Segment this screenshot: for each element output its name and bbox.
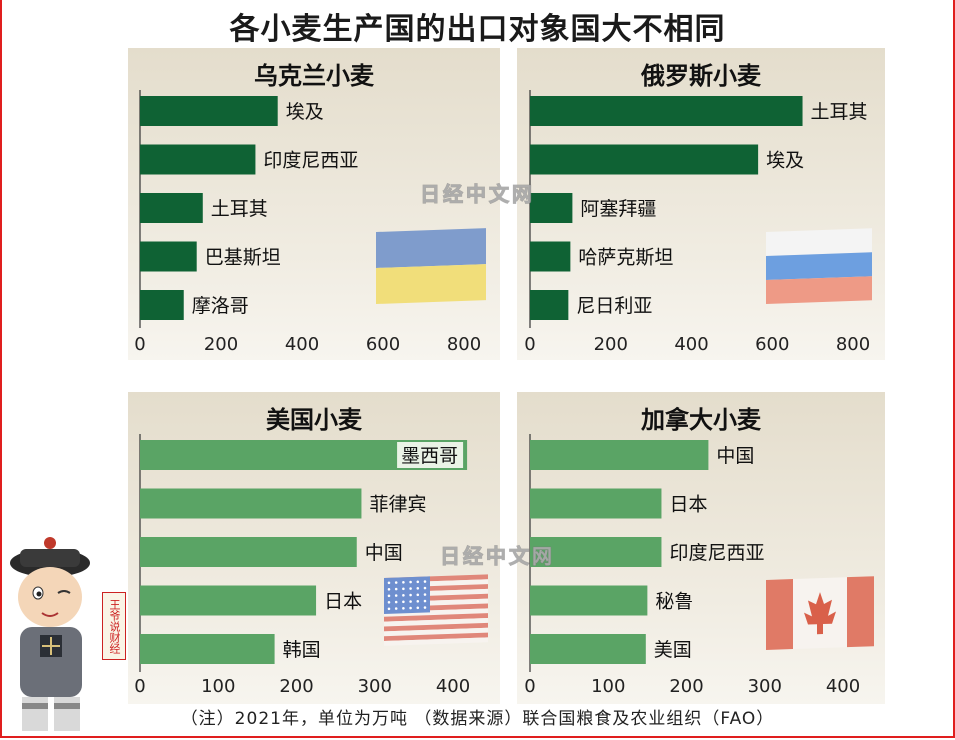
channel-tag: 王爷说财经 [102, 592, 126, 660]
bar-label: 阿塞拜疆 [580, 198, 656, 220]
bar-label: 日本 [669, 494, 707, 516]
x-tick-label: 100 [201, 676, 235, 697]
chart-title: 美国小麦 [266, 406, 362, 434]
x-tick-label: 800 [447, 334, 481, 355]
x-tick-label: 0 [524, 334, 535, 355]
usa-flag [384, 574, 488, 646]
x-tick-label: 200 [669, 676, 703, 697]
x-tick-label: 0 [134, 676, 145, 697]
bar-label: 哈萨克斯坦 [578, 247, 673, 269]
ukraine-flag [376, 228, 486, 304]
russia-flag [766, 228, 872, 304]
bar-label: 墨西哥 [401, 445, 458, 467]
bar-label: 摩洛哥 [192, 295, 249, 317]
canada-flag [766, 576, 874, 650]
bar [530, 440, 709, 470]
bar [530, 96, 803, 126]
bar [530, 290, 569, 320]
x-tick-label: 400 [674, 334, 708, 355]
x-tick-label: 400 [285, 334, 319, 355]
chart-title: 加拿大小麦 [641, 406, 761, 434]
bar-label: 尼日利亚 [576, 295, 652, 317]
bar [140, 193, 203, 223]
x-tick-label: 200 [594, 334, 628, 355]
x-tick-label: 600 [755, 334, 789, 355]
main-title: 各小麦生产国的出口对象国大不相同 [229, 12, 726, 47]
bar-label: 土耳其 [211, 198, 268, 220]
bar-label: 土耳其 [811, 101, 868, 123]
bar-label: 韩国 [283, 639, 321, 661]
bar [530, 241, 571, 272]
bar [530, 193, 573, 223]
bar [140, 537, 357, 567]
chart-title: 俄罗斯小麦 [641, 62, 761, 90]
chart-title: 乌克兰小麦 [254, 62, 374, 90]
bar [530, 634, 646, 664]
x-tick-label: 600 [366, 334, 400, 355]
bar-label-bg [397, 442, 464, 468]
bar [140, 241, 197, 272]
bar-label: 印度尼西亚 [263, 150, 358, 172]
mascot-illustration [10, 537, 90, 731]
x-tick-label: 800 [836, 334, 870, 355]
bar [140, 144, 256, 175]
bar-label: 巴基斯坦 [205, 247, 281, 269]
x-tick-label: 100 [591, 676, 625, 697]
bar [530, 537, 662, 567]
bar [530, 144, 759, 175]
footnote: （注）2021年，单位为万吨 （数据来源）联合国粮食及农业组织（FAO） [180, 709, 775, 729]
bar [140, 634, 275, 664]
bar-label: 美国 [654, 639, 692, 661]
x-tick-label: 200 [204, 334, 238, 355]
watermark: 日经中文网 [440, 544, 555, 569]
bar [530, 488, 662, 519]
x-tick-label: 0 [134, 334, 145, 355]
bar-label: 埃及 [766, 150, 804, 172]
bar-label: 秘鲁 [655, 591, 693, 613]
x-tick-label: 400 [826, 676, 860, 697]
bar-label: 中国 [365, 542, 403, 564]
bar [140, 585, 317, 616]
bar-label: 中国 [716, 445, 754, 467]
x-tick-label: 200 [279, 676, 313, 697]
x-tick-label: 400 [436, 676, 470, 697]
x-tick-label: 0 [524, 676, 535, 697]
x-tick-label: 300 [748, 676, 782, 697]
bar-label: 埃及 [286, 101, 324, 123]
bar [140, 96, 278, 126]
watermark: 日经中文网 [420, 182, 535, 207]
bar-label: 日本 [324, 591, 362, 613]
bar [530, 585, 648, 616]
bar [140, 488, 362, 519]
bar [140, 290, 184, 320]
bar-label: 印度尼西亚 [669, 542, 764, 564]
x-tick-label: 300 [358, 676, 392, 697]
bar-label: 菲律宾 [369, 494, 426, 516]
